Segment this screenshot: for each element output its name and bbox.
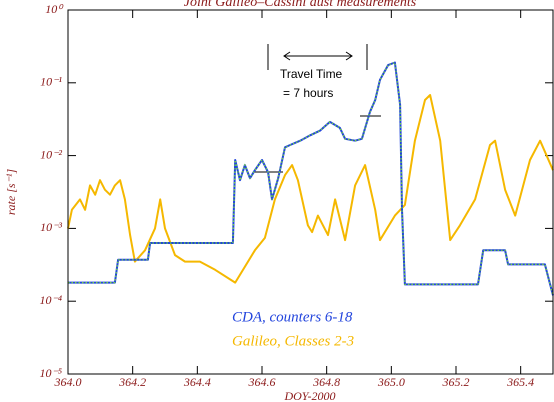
data-line	[67, 94, 554, 284]
y-tick-label: 10⁻⁴	[39, 293, 62, 307]
legend-entry: CDA, counters 6-18	[232, 309, 353, 325]
x-tick-label: 364.6	[248, 375, 276, 389]
y-tick-label: 10⁻⁵	[39, 366, 62, 380]
annotation: Travel Time	[280, 67, 343, 81]
x-axis-label: DOY-2000	[283, 389, 335, 402]
travel-time-marker	[254, 44, 381, 173]
legend-entry: Galileo, Classes 2-3	[232, 333, 354, 349]
x-tick-label: 365.2	[442, 375, 470, 389]
x-tick-label: 364.8	[312, 375, 340, 389]
y-tick-label: 10⁻³	[40, 220, 62, 234]
x-tick-label: 364.2	[118, 375, 146, 389]
y-axis-label: rate [s⁻¹]	[4, 169, 18, 216]
y-tick-label: 10⁰	[45, 2, 64, 16]
y-tick-label: 10⁻²	[40, 147, 62, 161]
x-tick-label: 365.4	[506, 375, 534, 389]
y-tick-label: 10⁻¹	[40, 75, 62, 89]
x-tick-label: 364.4	[183, 375, 211, 389]
x-tick-label: 365.0	[377, 375, 405, 389]
plot-frame	[67, 9, 554, 375]
chart-title: Joint Galileo–Cassini dust measurements	[184, 0, 417, 10]
data-line-highlight	[68, 61, 554, 296]
x-tick-label: 364.0	[54, 375, 82, 389]
annotation: = 7 hours	[283, 86, 333, 100]
